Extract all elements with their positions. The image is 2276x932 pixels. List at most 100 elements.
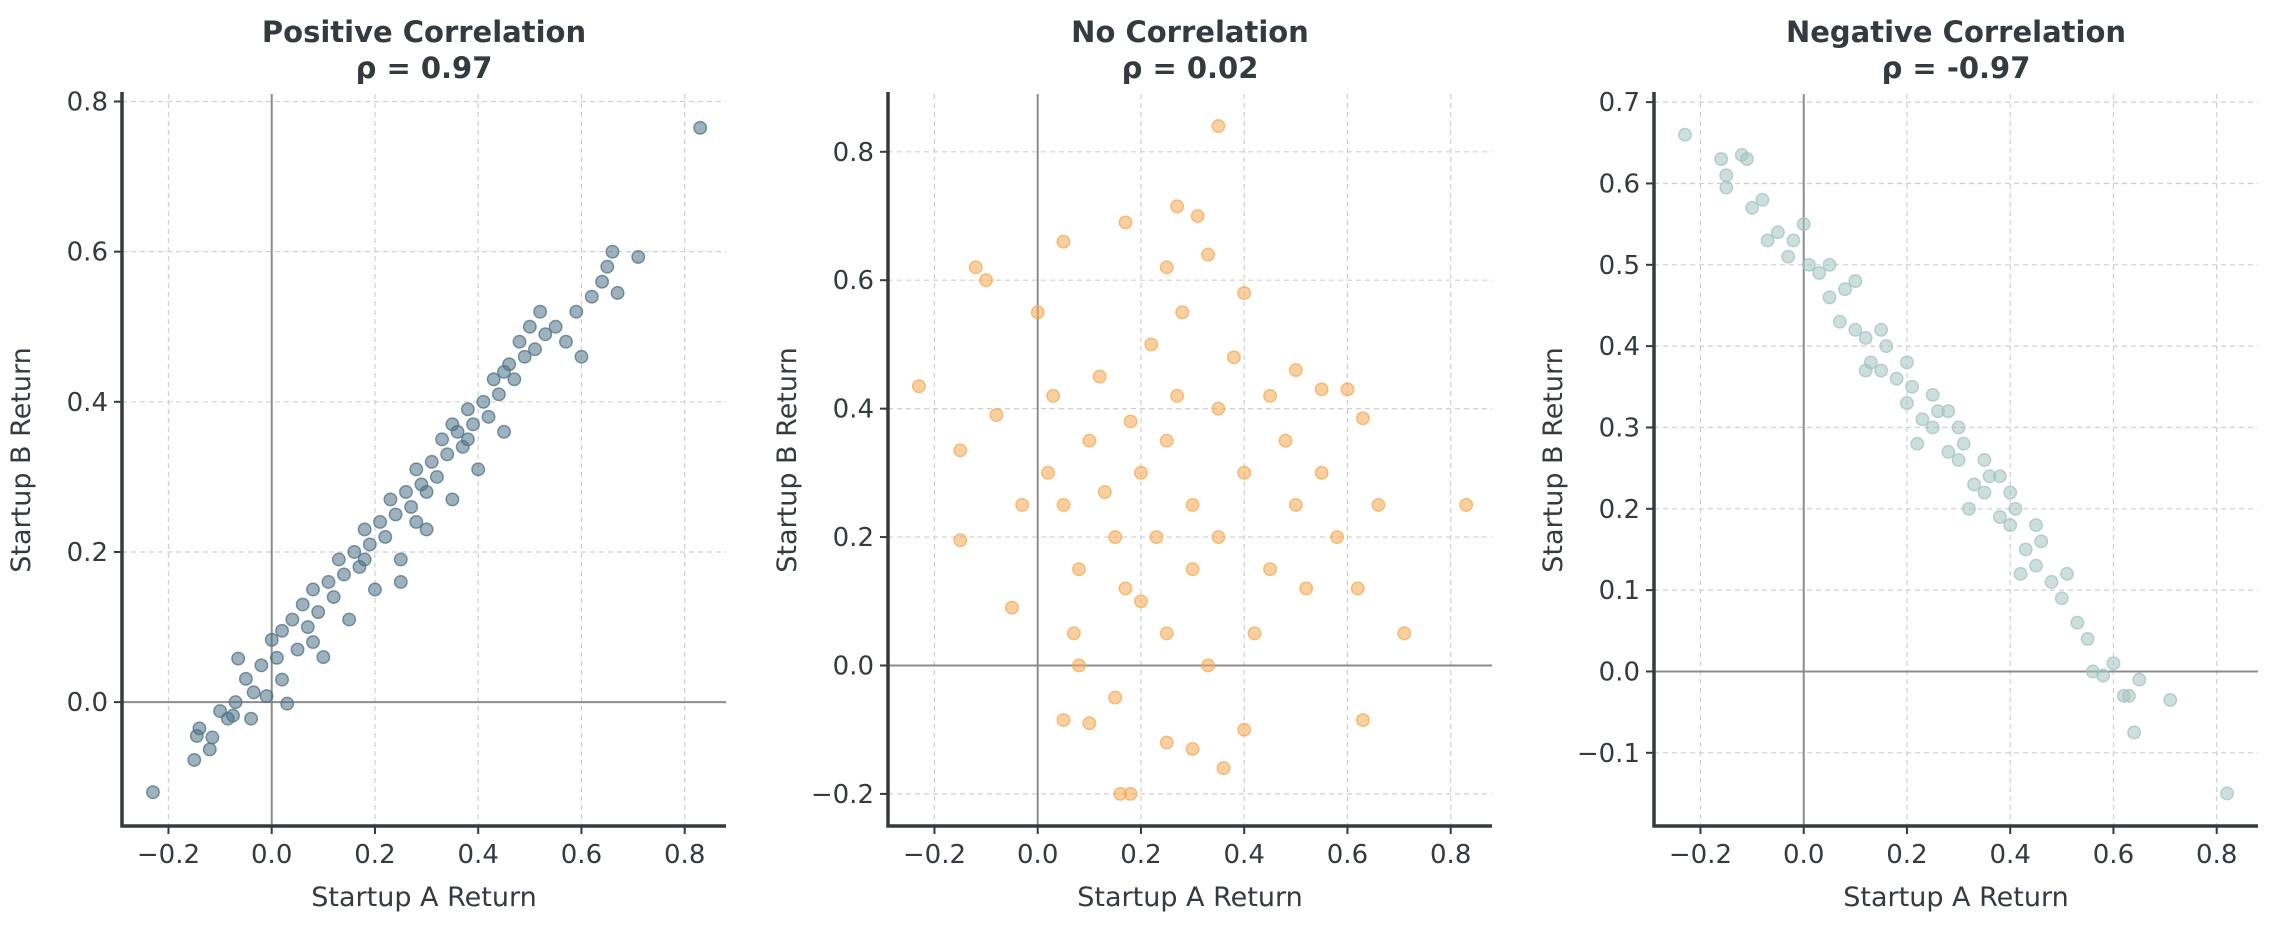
scatter-point — [419, 522, 434, 537]
scatter-point — [2008, 501, 2023, 516]
scatter-point — [285, 612, 300, 627]
scatter-point — [445, 417, 460, 432]
scatter-point — [1314, 465, 1329, 480]
scatter-point — [2003, 518, 2018, 533]
scatter-point — [1967, 477, 1982, 492]
scatter-point — [595, 274, 610, 289]
scatter-point — [228, 695, 243, 710]
scatter-point — [1134, 465, 1148, 480]
x-tick-label: 0.2 — [354, 840, 395, 870]
scatter-point — [2163, 692, 2178, 707]
scatter-point — [1134, 594, 1148, 609]
scatter-point — [393, 575, 408, 589]
scatter-point — [1459, 497, 1474, 512]
y-tick-label: 0.2 — [1599, 495, 1640, 525]
scatter-point — [1355, 713, 1370, 728]
scatter-point — [1956, 436, 1971, 451]
x-axis-label: Startup A Return — [311, 882, 536, 913]
chart-title: Negative Correlation — [1786, 15, 2126, 49]
x-tick-label: 0.4 — [1990, 840, 2031, 870]
scatter-point — [559, 334, 573, 349]
scatter-point — [357, 522, 372, 537]
scatter-point — [246, 685, 261, 700]
scatter-point — [1149, 530, 1164, 545]
chart-title: Positive Correlation — [262, 15, 586, 49]
scatter-point — [1745, 200, 1760, 215]
scatter-point — [1299, 581, 1314, 596]
scatter-point — [1041, 465, 1055, 480]
scatter-point — [1941, 444, 1956, 459]
y-tick-label: 0.6 — [1599, 169, 1640, 199]
scatter-point — [1175, 305, 1190, 320]
scatter-point — [2106, 656, 2121, 671]
scatter-point — [1113, 786, 1128, 801]
scatter-point — [1915, 412, 1930, 427]
scatter-point — [1371, 497, 1386, 512]
x-tick-label: 0.8 — [664, 840, 705, 870]
scatter-point — [2121, 688, 2136, 703]
scatter-point — [300, 620, 315, 634]
scatter-point — [693, 120, 708, 135]
scatter-point — [1925, 387, 1940, 402]
scatter-point — [2044, 575, 2059, 589]
x-tick-label: 0.4 — [458, 840, 499, 870]
scatter-point — [1185, 562, 1200, 577]
scatter-point — [409, 514, 424, 529]
y-tick-label: 0.6 — [833, 266, 874, 296]
y-tick-label: 0.1 — [1599, 576, 1640, 606]
scatter-point — [538, 327, 553, 342]
grid — [122, 94, 726, 826]
scatter-point — [2018, 542, 2033, 557]
scatter-point — [584, 289, 599, 304]
scatter-point — [254, 658, 269, 673]
scatter-point — [316, 650, 331, 665]
scatter-point — [2096, 668, 2111, 683]
scatter-point — [231, 651, 246, 666]
scatter-point — [264, 632, 279, 647]
scatter-point — [347, 545, 362, 559]
y-tick-label: 0.3 — [1599, 413, 1640, 443]
scatter-point — [1072, 562, 1086, 577]
scatter-point — [1159, 735, 1174, 750]
scatter-point — [1397, 626, 1412, 641]
scatter-point — [1046, 388, 1061, 403]
scatter-point — [1237, 722, 1252, 737]
scatter-point — [429, 469, 444, 484]
scatter-point — [1951, 420, 1966, 435]
scatter-point — [1879, 339, 1894, 354]
scatter-point — [574, 349, 589, 364]
scatter-point — [2054, 591, 2069, 606]
y-tick-label: 0.8 — [67, 88, 108, 118]
y-tick-label: 0.4 — [67, 388, 108, 418]
x-axis-label: Startup A Return — [1077, 882, 1302, 913]
scatter-point — [244, 711, 259, 726]
scatter-point — [460, 432, 475, 447]
scatter-point — [1951, 453, 1966, 467]
scatter-point — [522, 319, 537, 334]
scatter-point — [378, 530, 393, 544]
scatter-point — [1201, 658, 1216, 673]
scatter-point — [2029, 518, 2043, 533]
scatter-point — [912, 379, 926, 394]
scatter-point — [968, 260, 983, 275]
scatter-point — [419, 484, 434, 499]
scatter-point — [1263, 562, 1277, 577]
scatter-point — [192, 721, 207, 736]
scatter-point — [1812, 265, 1827, 280]
chart-subtitle: ρ = 0.97 — [356, 51, 493, 85]
x-tick-label: 0.6 — [561, 840, 602, 870]
scatter-point — [1056, 713, 1071, 728]
scatter-points — [912, 119, 1474, 801]
scatter-point — [445, 492, 460, 507]
scatter-point — [1211, 119, 1226, 134]
scatter-point — [393, 552, 408, 567]
scatter-point — [388, 507, 403, 522]
scatter-point — [1355, 411, 1370, 426]
grid — [888, 94, 1492, 826]
x-tick-label: −0.2 — [1669, 840, 1732, 870]
y-tick-label: −0.1 — [1577, 739, 1640, 769]
scatter-point — [1786, 233, 1801, 248]
scatter-point — [466, 417, 480, 432]
scatter-point — [1144, 337, 1159, 352]
scatter-point — [1097, 485, 1112, 500]
